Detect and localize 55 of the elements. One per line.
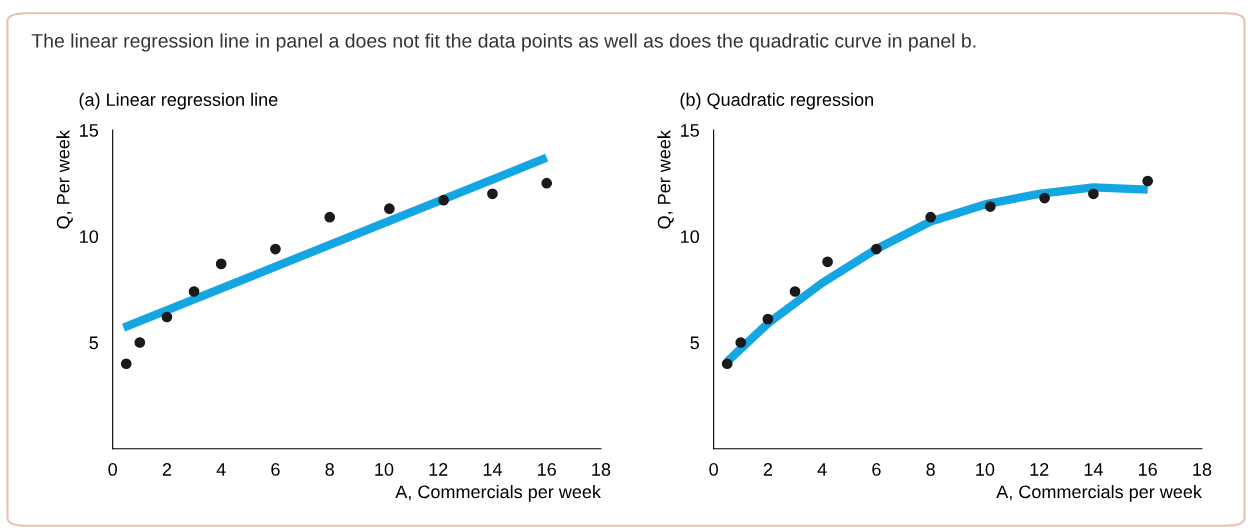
- y-tick-label: 10: [681, 230, 700, 244]
- point: [120, 358, 132, 370]
- point: [789, 286, 801, 297]
- text: The linear regression line in panel a does not fit the data points as well as does the quadratic curve in panel b.: [31, 33, 976, 52]
- point: [1039, 192, 1050, 204]
- point: [161, 311, 173, 323]
- point: [541, 177, 553, 189]
- x-tick-label: 16: [1139, 463, 1157, 476]
- point: [215, 258, 227, 270]
- x-tick-label: 6: [872, 463, 881, 476]
- y-tick-label: 15: [681, 124, 699, 137]
- x-tick-label: 0: [108, 463, 117, 476]
- point: [1088, 188, 1099, 200]
- x-axis-title: A, Commercials per week: [996, 484, 1202, 502]
- x-axis-title: A, Commercials per week: [395, 484, 601, 502]
- point: [270, 243, 281, 255]
- x-tick-label: 12: [429, 463, 448, 476]
- x-tick-label: 12: [1030, 463, 1049, 476]
- point: [925, 211, 937, 223]
- chart-title: (b) Quadratic regression: [680, 92, 873, 110]
- point: [822, 256, 833, 268]
- x-tick-label: 2: [162, 463, 172, 476]
- x-tick-label: 10: [976, 463, 995, 476]
- x-tick-label: 18: [592, 463, 611, 476]
- point: [188, 286, 200, 297]
- point: [1142, 175, 1154, 187]
- x-tick-label: 2: [763, 463, 773, 476]
- x-tick-label: 8: [325, 463, 334, 476]
- x-tick-label: 10: [375, 463, 394, 476]
- point: [735, 337, 747, 348]
- x-tick-label: 4: [817, 463, 827, 476]
- point: [984, 201, 996, 212]
- x-tick-label: 18: [1193, 463, 1212, 476]
- point: [134, 337, 146, 348]
- point: [762, 313, 774, 325]
- x-tick-label: 14: [1084, 463, 1103, 476]
- x-tick-label: 14: [483, 463, 502, 476]
- point: [487, 188, 498, 200]
- y-tick-label: 10: [80, 230, 99, 244]
- y-tick-label: 5: [89, 336, 99, 350]
- point: [721, 358, 733, 370]
- chart-title: (a) Linear regression line: [79, 92, 278, 110]
- y-tick-label: 5: [690, 336, 699, 350]
- x-tick-label: 8: [926, 463, 935, 476]
- y-axis-title: Q, Per week: [657, 130, 674, 229]
- x-tick-label: 16: [538, 463, 556, 476]
- point: [438, 194, 449, 206]
- x-tick-label: 4: [216, 463, 226, 476]
- point: [384, 203, 395, 215]
- x-tick-label: 6: [271, 463, 280, 476]
- y-axis-title: Q, Per week: [56, 130, 73, 229]
- point: [324, 211, 336, 223]
- y-tick-label: 15: [80, 124, 99, 137]
- point: [871, 243, 882, 255]
- x-tick-label: 0: [709, 463, 718, 476]
